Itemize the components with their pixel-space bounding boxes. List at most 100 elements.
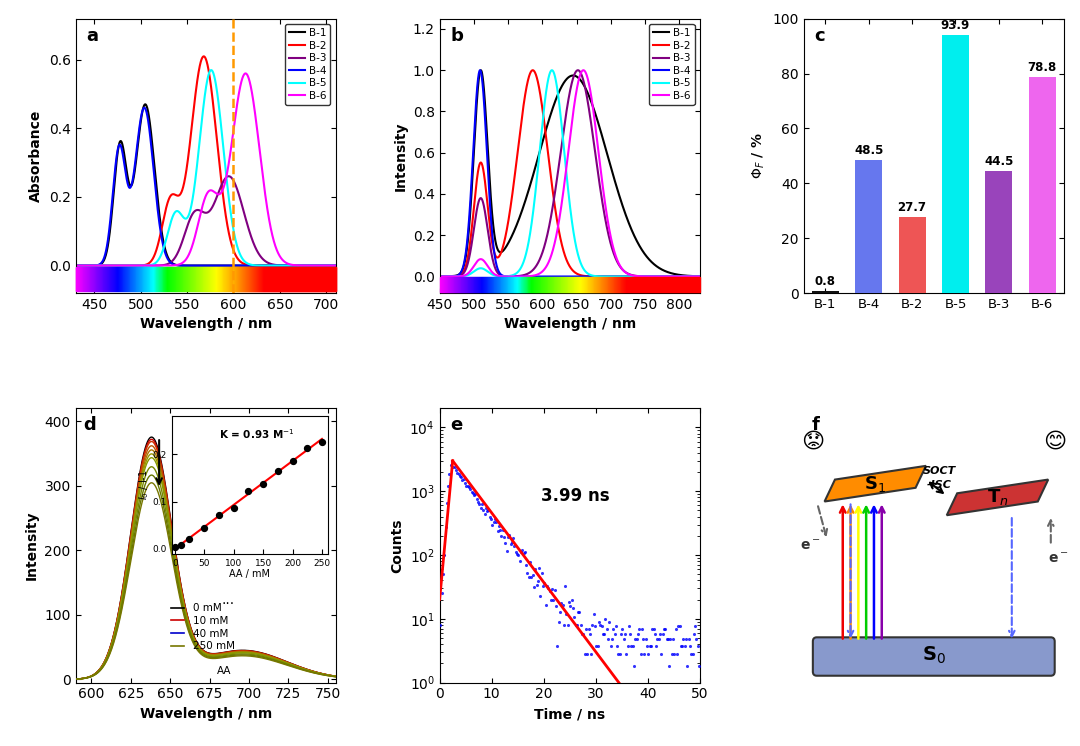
Point [685, 628, 702, 640]
Point [659, 633, 676, 645]
Point [676, 639, 693, 651]
B-6 [534, 269, 546, 278]
B-5 [700, 272, 713, 281]
B-3 [700, 272, 713, 281]
Point [433, 587, 450, 599]
Point [511, 555, 528, 567]
Point [525, 581, 542, 593]
Point [638, 639, 656, 651]
Text: ...: ... [221, 593, 234, 607]
Point [458, 480, 475, 492]
Point [620, 620, 637, 632]
Y-axis label: Absorbance: Absorbance [29, 110, 43, 202]
Line: B-2: B-2 [71, 57, 340, 266]
Bar [942, 35, 969, 293]
Point [642, 639, 659, 651]
Point [670, 620, 687, 632]
B-2 [665, 272, 678, 281]
Point [646, 628, 663, 640]
Point [621, 628, 638, 640]
B-3 [545, 209, 558, 218]
Text: b: b [450, 27, 463, 45]
X-axis label: Wavelength / nm: Wavelength / nm [503, 317, 636, 331]
Point [546, 584, 564, 596]
Point [467, 488, 484, 500]
Bar [899, 217, 926, 293]
B-4 [334, 261, 347, 270]
Point [631, 624, 648, 636]
Point [618, 648, 635, 660]
B-1 [138, 100, 151, 109]
Point [688, 633, 705, 645]
Point [661, 660, 678, 672]
Point [518, 568, 536, 580]
Point [644, 624, 661, 636]
B-5 [476, 264, 489, 273]
B-5 [328, 261, 341, 270]
Y-axis label: Intensity: Intensity [25, 511, 39, 580]
Point [496, 531, 513, 543]
B-5 [460, 271, 473, 280]
Point [611, 648, 629, 660]
Point [572, 619, 590, 631]
Point [656, 624, 673, 636]
Line: B-3: B-3 [71, 176, 340, 266]
Point [619, 639, 636, 651]
B-5 [334, 261, 347, 270]
Point [505, 540, 523, 552]
X-axis label: Wavelength / nm: Wavelength / nm [139, 317, 272, 331]
B-3 [665, 272, 678, 281]
Text: 3.99 ns: 3.99 ns [541, 487, 609, 505]
Point [575, 628, 592, 640]
Text: S$_0$: S$_0$ [922, 645, 946, 665]
Point [652, 648, 670, 660]
FancyBboxPatch shape [813, 637, 1055, 676]
B-2 [299, 261, 312, 270]
Point [571, 606, 589, 618]
B-5 [545, 66, 558, 75]
Bar [985, 171, 1012, 293]
Point [562, 601, 579, 612]
Point [593, 620, 610, 632]
Point [517, 559, 535, 571]
B-3 [111, 261, 124, 270]
Text: e$^-$: e$^-$ [1049, 552, 1069, 566]
B-4 [111, 145, 124, 154]
B-2 [167, 190, 180, 199]
Point [471, 498, 488, 510]
Point [624, 639, 642, 651]
Text: e$^-$: e$^-$ [800, 539, 821, 552]
B-3 [299, 261, 312, 270]
Text: c: c [814, 27, 825, 45]
Point [472, 503, 489, 515]
X-axis label: Time / ns: Time / ns [535, 707, 605, 721]
B-4 [534, 272, 546, 281]
Text: 78.8: 78.8 [1027, 60, 1056, 74]
Point [521, 571, 538, 583]
B-4 [65, 261, 78, 270]
Point [674, 639, 691, 651]
Point [613, 623, 631, 635]
Point [649, 633, 666, 645]
Point [440, 480, 457, 492]
Point [672, 639, 689, 651]
Text: e: e [450, 416, 462, 434]
B-1 [474, 66, 487, 75]
B-2 [328, 261, 341, 270]
B-4 [179, 261, 192, 270]
Point [565, 602, 582, 614]
Text: 😟: 😟 [801, 431, 824, 451]
Point [510, 549, 527, 561]
Point [444, 455, 461, 467]
B-6 [65, 261, 78, 270]
B-2 [198, 52, 211, 61]
Point [657, 624, 674, 636]
B-2 [334, 261, 347, 270]
Point [576, 648, 593, 660]
Point [473, 498, 490, 510]
Point [541, 585, 558, 597]
Point [441, 468, 458, 480]
Point [597, 613, 615, 625]
B-2 [694, 272, 707, 281]
B-5 [534, 144, 546, 153]
